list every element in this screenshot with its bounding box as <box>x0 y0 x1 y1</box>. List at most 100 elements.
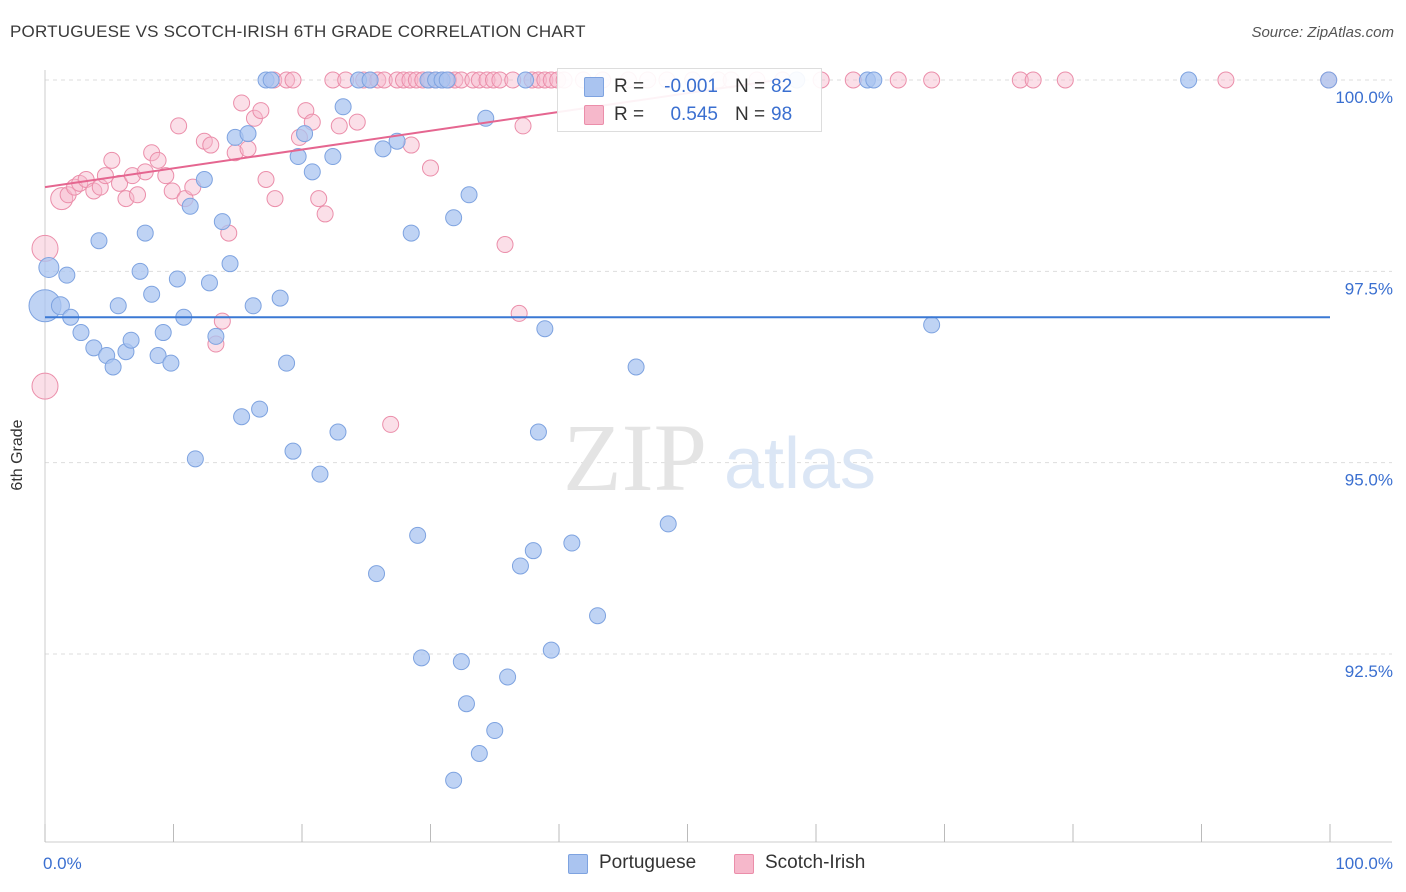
point-scotch-irish <box>1024 71 1042 89</box>
y-tick-label: 95.0% <box>1345 471 1393 490</box>
point-portuguese <box>524 542 542 560</box>
stats-swatch-scotch-irish <box>584 105 604 125</box>
y-tick-label: 92.5% <box>1345 662 1393 681</box>
point-portuguese <box>195 170 213 188</box>
point-scotch-irish <box>96 167 114 185</box>
point-portuguese <box>438 71 456 89</box>
point-portuguese <box>368 565 386 583</box>
point-portuguese <box>186 450 204 468</box>
point-portuguese <box>409 526 427 544</box>
point-scotch-irish <box>510 304 528 322</box>
point-scotch-irish <box>348 113 366 131</box>
point-portuguese <box>154 324 172 342</box>
point-portuguese <box>445 209 463 227</box>
point-scotch-irish <box>402 136 420 154</box>
point-portuguese <box>563 534 581 552</box>
watermark-zip: ZIP <box>563 404 707 511</box>
stats-n-value: 82 <box>771 76 793 97</box>
point-scotch-irish <box>536 71 554 89</box>
point-scotch-irish <box>202 136 220 154</box>
point-portuguese <box>303 163 321 181</box>
y-tick-label: 100.0% <box>1335 88 1393 107</box>
point-scotch-irish <box>239 140 257 158</box>
point-portuguese <box>470 744 488 762</box>
point-portuguese <box>168 270 186 288</box>
point-scotch-irish <box>330 117 348 135</box>
point-portuguese <box>865 71 883 89</box>
point-portuguese <box>589 607 607 625</box>
point-portuguese <box>296 125 314 143</box>
point-scotch-irish <box>170 117 188 135</box>
point-scotch-irish <box>422 159 439 177</box>
point-scotch-irish <box>484 71 502 89</box>
point-portuguese <box>85 339 103 357</box>
stats-row-portuguese: R = -0.001 N = 82 <box>558 73 821 99</box>
point-portuguese <box>923 316 941 334</box>
point-portuguese <box>445 771 463 789</box>
point-portuguese <box>324 148 342 166</box>
point-portuguese <box>251 400 269 418</box>
point-portuguese <box>149 347 167 365</box>
point-portuguese <box>58 266 76 284</box>
point-portuguese <box>262 71 280 89</box>
point-scotch-irish <box>395 71 413 89</box>
point-scotch-irish <box>324 71 342 89</box>
source-label: Source: ZipAtlas.com <box>1251 24 1394 41</box>
point-scotch-irish <box>233 94 251 112</box>
chart-title: PORTUGUESE VS SCOTCH-IRISH 6TH GRADE COR… <box>10 22 586 41</box>
point-portuguese <box>38 257 60 279</box>
point-portuguese <box>284 442 302 460</box>
point-portuguese <box>72 324 90 342</box>
legend: Portuguese Scotch-Irish <box>0 852 1406 878</box>
point-portuguese <box>452 653 470 671</box>
point-portuguese <box>109 297 127 315</box>
point-scotch-irish <box>284 71 302 89</box>
legend-swatch-scotch-irish <box>734 854 754 874</box>
point-portuguese <box>329 423 347 441</box>
point-portuguese <box>374 140 392 158</box>
grid-lines <box>45 79 1392 655</box>
stats-n-value: 98 <box>771 104 793 125</box>
point-portuguese <box>460 186 478 204</box>
legend-label-portuguese: Portuguese <box>599 852 697 873</box>
stats-r-label: R = <box>614 76 645 97</box>
point-portuguese <box>529 423 547 441</box>
point-portuguese <box>221 255 239 273</box>
stats-n-label: N = <box>735 76 766 97</box>
point-scotch-irish <box>103 151 121 169</box>
point-scotch-irish <box>149 151 167 169</box>
point-scotch-irish <box>491 71 509 89</box>
point-portuguese <box>213 213 231 231</box>
point-scotch-irish <box>401 71 419 89</box>
point-scotch-irish <box>1011 71 1029 89</box>
point-portuguese <box>289 148 307 166</box>
point-portuguese <box>413 649 431 667</box>
point-scotch-irish <box>388 71 406 89</box>
point-scotch-irish <box>31 372 59 400</box>
point-scotch-irish <box>252 102 270 120</box>
point-scotch-irish <box>257 170 275 188</box>
point-portuguese <box>239 125 257 143</box>
watermark-atlas: atlas <box>724 424 876 504</box>
y-tick-label: 97.5% <box>1345 279 1393 298</box>
point-scotch-irish <box>50 187 74 211</box>
point-portuguese <box>143 285 161 303</box>
point-portuguese <box>50 296 70 316</box>
point-scotch-irish <box>129 186 147 204</box>
legend-label-scotch-irish: Scotch-Irish <box>765 852 866 873</box>
point-portuguese <box>486 722 504 740</box>
point-portuguese <box>131 262 149 280</box>
point-portuguese <box>244 297 262 315</box>
tick-labels: 100.0% 97.5% 95.0% 92.5% 0.0% 100.0% <box>43 88 1393 873</box>
point-portuguese <box>536 320 554 338</box>
legend-swatch-portuguese <box>568 854 588 874</box>
point-portuguese <box>311 465 329 483</box>
point-portuguese <box>278 354 296 372</box>
point-scotch-irish <box>1217 71 1235 89</box>
stats-row-scotch-irish: R = 0.545 N = 98 <box>558 101 821 127</box>
stats-r-value: -0.001 <box>664 76 718 97</box>
point-scotch-irish <box>157 167 175 185</box>
point-scotch-irish <box>464 71 482 89</box>
point-portuguese <box>627 358 645 376</box>
stats-swatch-portuguese <box>584 77 604 97</box>
